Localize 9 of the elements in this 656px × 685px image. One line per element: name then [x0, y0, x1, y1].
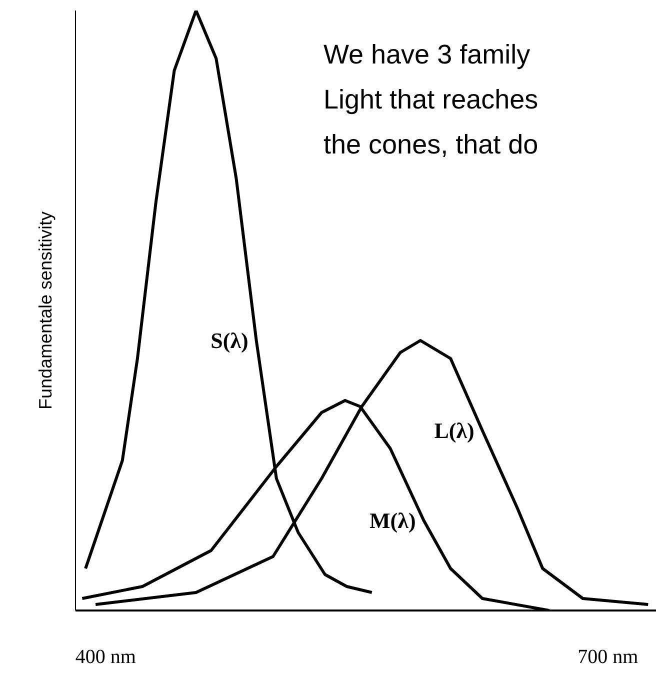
annotation: Light that reaches [324, 84, 538, 114]
y-axis-title: Fundamentale sensitivity [36, 211, 56, 410]
x-tick-label: 400 nm [75, 646, 136, 668]
series-label: M(λ) [370, 508, 416, 533]
series-label: L(λ) [434, 418, 474, 443]
x-tick-label: 700 nm [578, 646, 639, 668]
annotation: We have 3 family [324, 40, 531, 70]
annotation: the cones, that do [324, 130, 538, 160]
series-label: S(λ) [210, 328, 248, 353]
